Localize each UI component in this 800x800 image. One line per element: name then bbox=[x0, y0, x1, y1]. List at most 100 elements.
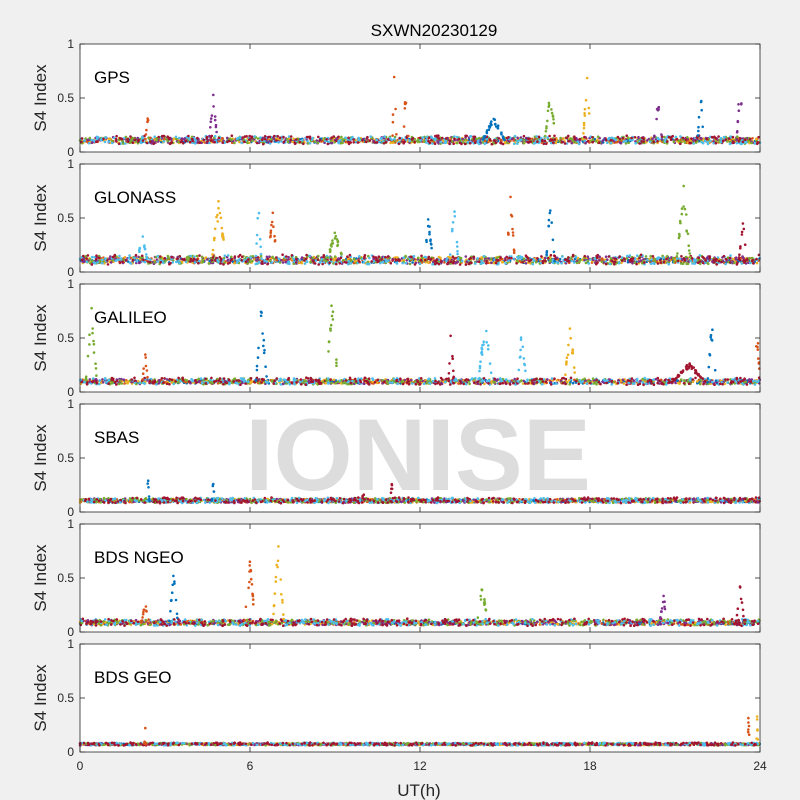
data-point bbox=[735, 141, 739, 145]
data-point bbox=[330, 136, 333, 139]
data-point bbox=[627, 141, 630, 145]
data-point bbox=[693, 262, 696, 265]
data-point bbox=[188, 140, 192, 144]
data-point bbox=[391, 134, 394, 137]
data-point bbox=[755, 257, 758, 261]
data-point bbox=[352, 138, 355, 141]
data-point bbox=[451, 221, 455, 224]
data-point bbox=[531, 262, 534, 266]
data-point bbox=[532, 142, 536, 145]
data-point bbox=[145, 253, 148, 256]
data-point bbox=[731, 141, 734, 145]
data-point bbox=[483, 382, 486, 386]
data-point bbox=[463, 138, 467, 142]
data-point bbox=[543, 139, 547, 143]
data-point bbox=[680, 207, 684, 210]
data-point bbox=[369, 135, 373, 138]
data-point bbox=[675, 257, 679, 260]
data-point bbox=[485, 259, 488, 263]
data-point bbox=[222, 263, 225, 266]
data-point bbox=[236, 136, 240, 140]
data-point bbox=[85, 257, 88, 260]
data-point bbox=[675, 254, 679, 258]
data-point bbox=[394, 107, 397, 111]
data-point bbox=[596, 261, 599, 265]
data-point bbox=[131, 141, 135, 144]
data-point bbox=[121, 260, 124, 264]
data-point bbox=[678, 232, 681, 236]
data-point bbox=[282, 135, 285, 139]
data-point bbox=[124, 142, 127, 145]
data-point bbox=[209, 117, 213, 120]
data-point bbox=[710, 135, 714, 139]
data-point bbox=[357, 136, 360, 140]
data-point bbox=[687, 260, 690, 263]
data-point bbox=[598, 255, 601, 259]
data-point bbox=[387, 259, 390, 262]
data-point bbox=[134, 253, 138, 257]
data-point bbox=[330, 381, 333, 385]
data-point bbox=[146, 119, 150, 122]
data-point bbox=[582, 132, 585, 135]
data-point bbox=[322, 254, 326, 257]
data-point bbox=[102, 137, 105, 141]
data-point bbox=[581, 138, 585, 141]
data-point bbox=[104, 136, 108, 139]
data-point bbox=[103, 140, 107, 144]
data-point bbox=[700, 140, 703, 144]
data-point bbox=[228, 137, 232, 140]
data-point bbox=[663, 135, 666, 139]
data-point bbox=[728, 142, 732, 146]
data-point bbox=[419, 138, 422, 142]
data-point bbox=[612, 260, 616, 264]
data-point bbox=[721, 139, 725, 143]
data-point bbox=[178, 136, 181, 140]
data-point bbox=[149, 140, 152, 144]
data-point bbox=[404, 261, 408, 265]
data-point bbox=[551, 238, 555, 242]
data-point bbox=[109, 137, 112, 141]
data-point bbox=[693, 259, 696, 263]
data-point bbox=[366, 135, 369, 139]
data-point bbox=[635, 254, 639, 257]
data-point bbox=[141, 235, 145, 238]
data-point bbox=[683, 257, 686, 261]
data-point bbox=[724, 138, 728, 141]
data-point bbox=[652, 140, 655, 144]
data-point bbox=[80, 140, 83, 144]
data-point bbox=[126, 140, 130, 143]
data-point bbox=[733, 261, 736, 265]
data-point bbox=[217, 206, 220, 210]
data-point bbox=[453, 210, 456, 213]
data-point bbox=[418, 262, 422, 266]
data-point bbox=[589, 258, 592, 261]
data-point bbox=[439, 140, 442, 144]
data-point bbox=[176, 257, 179, 261]
data-point bbox=[107, 140, 111, 144]
data-point bbox=[125, 259, 128, 262]
data-point bbox=[201, 258, 204, 262]
data-point bbox=[251, 259, 254, 263]
data-point bbox=[550, 111, 554, 115]
data-point bbox=[157, 378, 161, 382]
data-point bbox=[212, 238, 216, 242]
data-point bbox=[493, 139, 497, 142]
data-point bbox=[553, 138, 557, 141]
data-point bbox=[266, 262, 269, 266]
data-point bbox=[376, 260, 379, 264]
data-point bbox=[561, 255, 564, 258]
data-point bbox=[346, 255, 349, 258]
data-point bbox=[724, 257, 728, 261]
data-point bbox=[656, 140, 659, 143]
data-point bbox=[582, 123, 586, 127]
data-point bbox=[162, 140, 166, 143]
data-point bbox=[545, 251, 549, 254]
data-point bbox=[433, 142, 437, 146]
data-point bbox=[507, 232, 510, 235]
data-point bbox=[178, 261, 181, 265]
data-point bbox=[548, 134, 551, 138]
data-point bbox=[434, 138, 437, 142]
data-point bbox=[332, 378, 336, 382]
data-point bbox=[320, 258, 324, 261]
data-point bbox=[326, 256, 330, 259]
